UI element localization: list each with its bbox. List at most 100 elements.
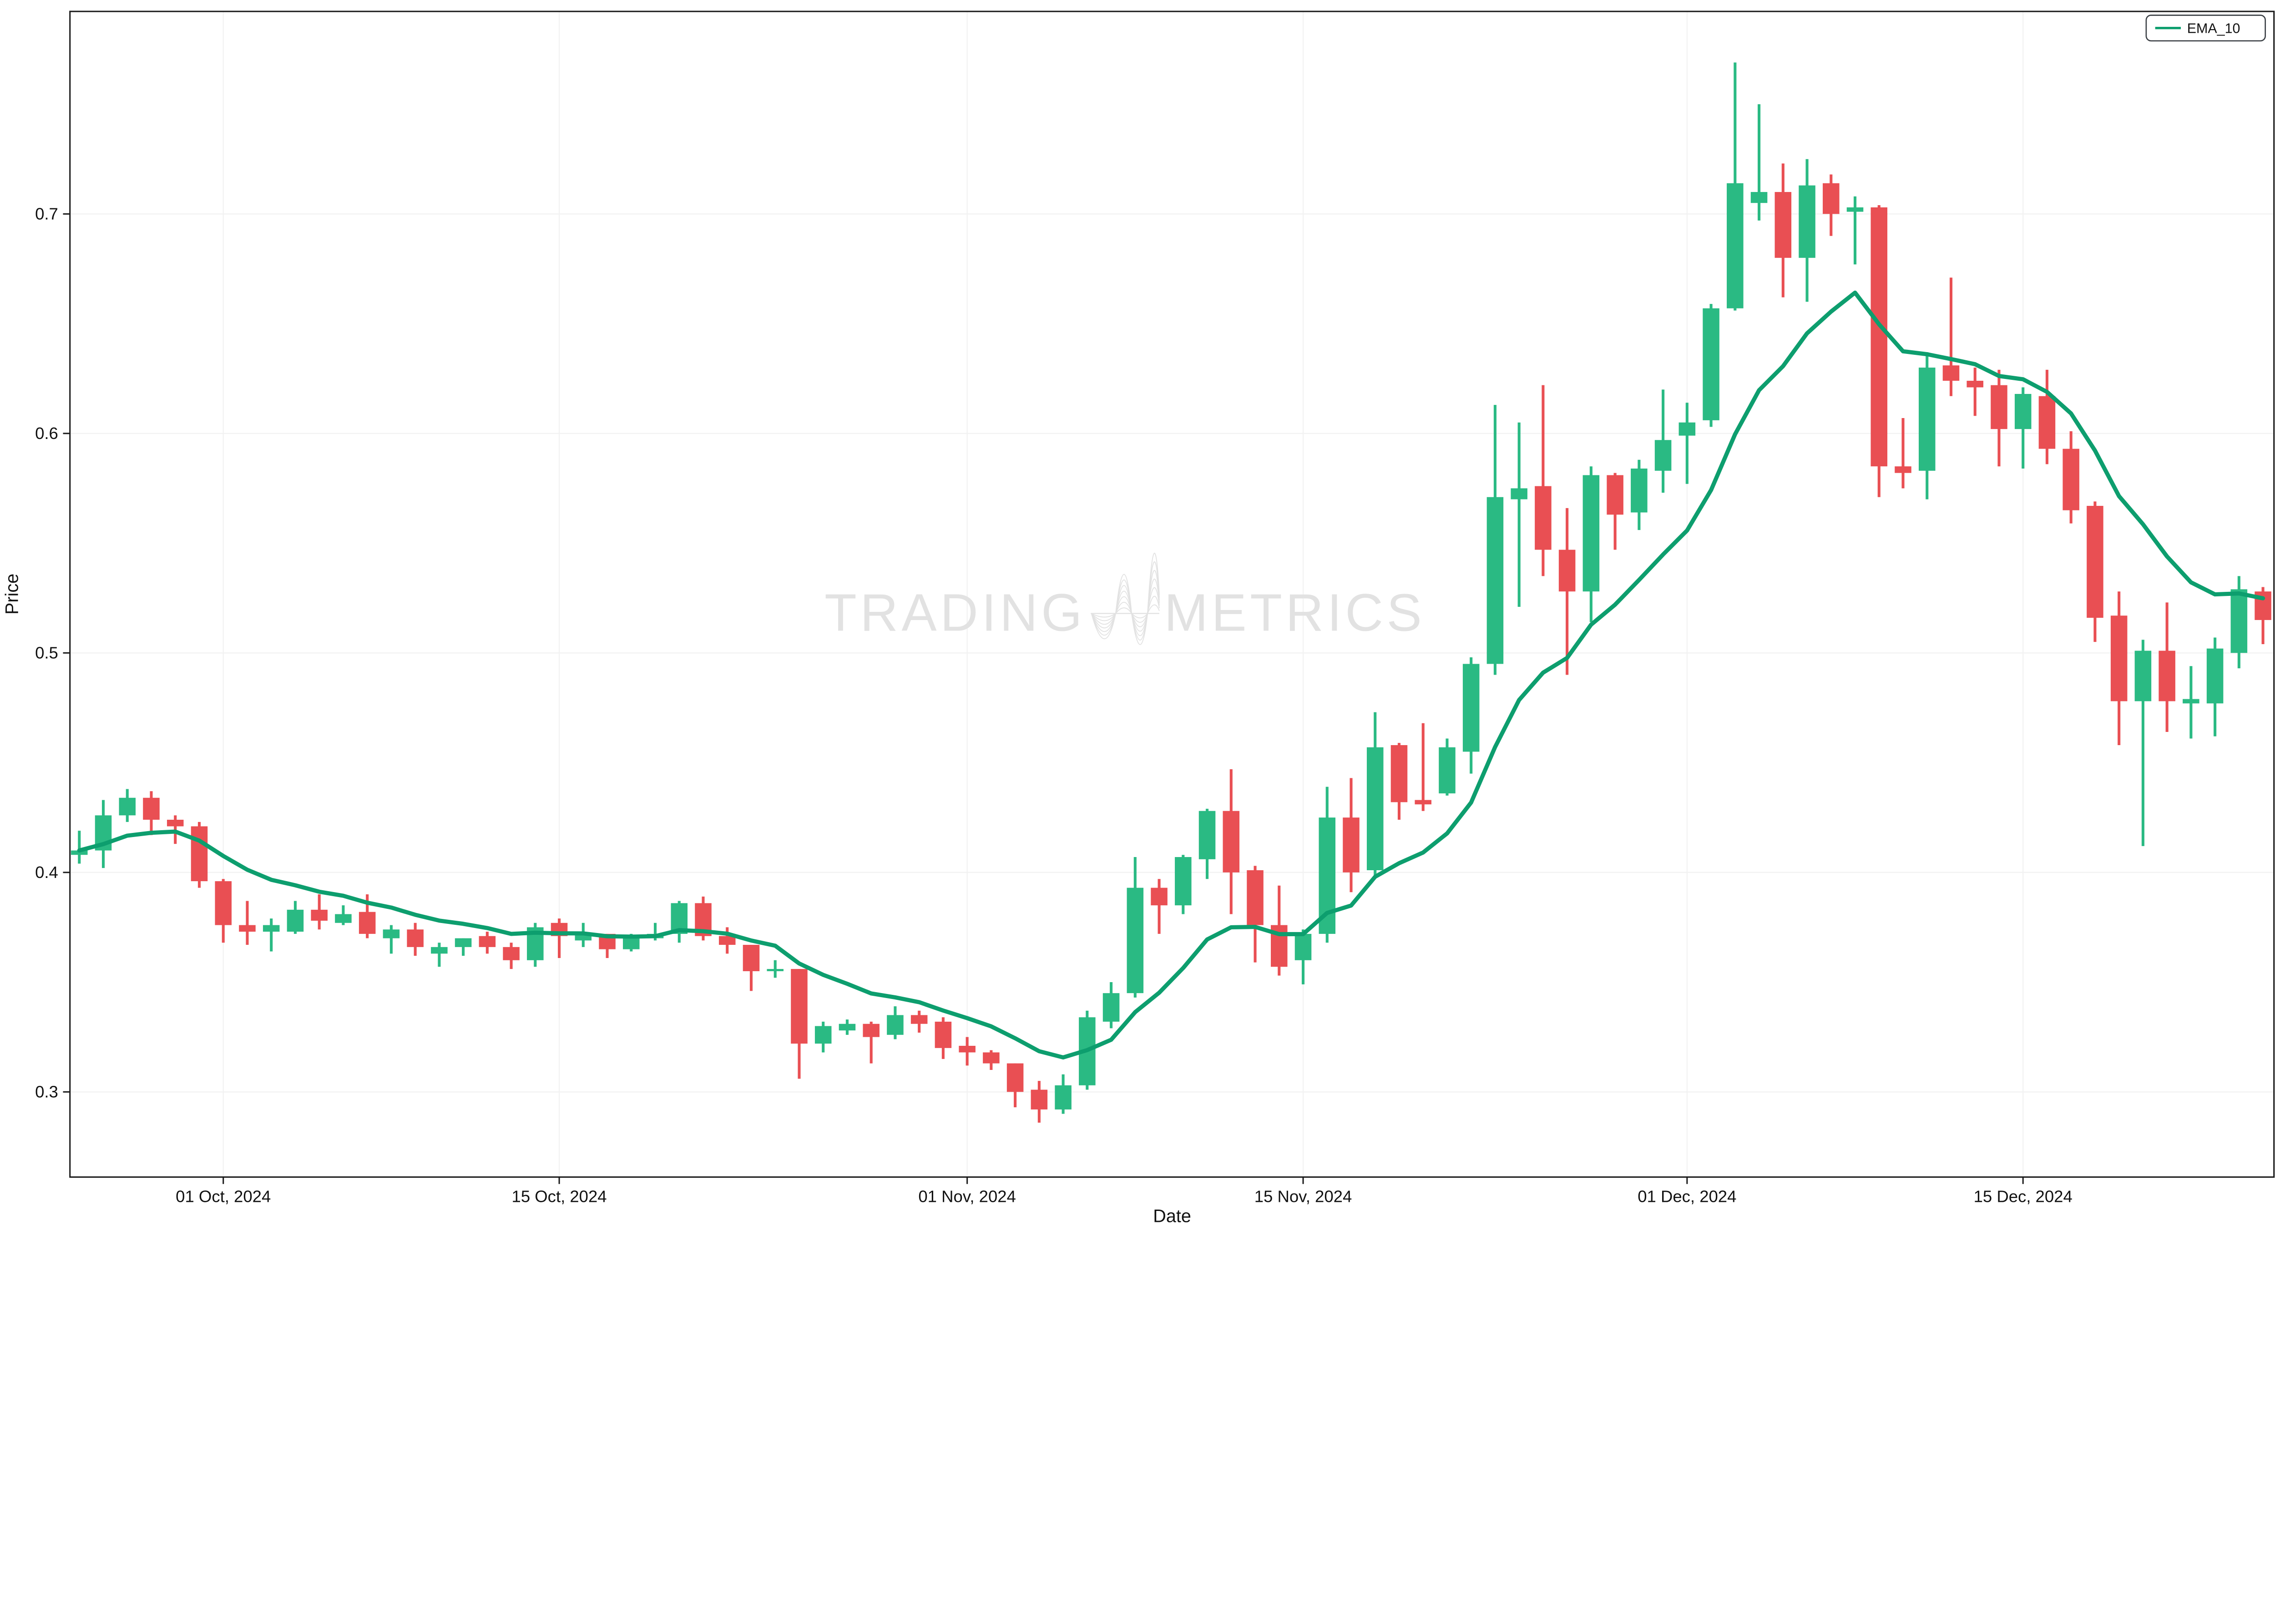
candle-body (1366, 747, 1384, 870)
candle-2024-11-12 (1223, 769, 1240, 914)
candle-body (1198, 811, 1216, 859)
candle-body (1967, 381, 1983, 388)
watermark-waveform-icon (1091, 553, 1160, 645)
candle-2024-12-14 (1991, 369, 2007, 467)
candle-body (1535, 486, 1552, 550)
candle-body (623, 938, 640, 949)
candle-body (1846, 207, 1864, 212)
candle-2024-10-20 (671, 901, 688, 943)
ema-line-series (77, 290, 2265, 1060)
candle-body (335, 914, 352, 923)
axis-titles: Date Price (2, 574, 1191, 1226)
candle-body (1151, 888, 1168, 906)
candle-body (1175, 857, 1192, 906)
candle-body (2110, 615, 2128, 701)
candle-2024-12-06 (1799, 159, 1815, 302)
candle-2024-09-25 (71, 831, 88, 864)
candle-body (1511, 488, 1527, 499)
chart-svg: TRADING METRICS 0.3 0.4 0.5 0.6 0.7 01 Oct, 2… (2, 10, 2275, 1226)
y-axis-title: Price (2, 574, 22, 615)
candle-2024-11-28 (1607, 473, 1623, 550)
candle-2024-09-28 (143, 791, 160, 835)
candle-body (767, 969, 784, 971)
candle-body (1127, 888, 1144, 994)
x-tick-label: 01 Dec, 2024 (1638, 1187, 1736, 1205)
candle-body (983, 1052, 1000, 1064)
candle-2024-10-23 (743, 945, 760, 991)
candle-body (1871, 207, 1888, 467)
candle-body (407, 929, 424, 947)
candle-2024-10-03 (263, 918, 280, 952)
waveform-curve (1091, 553, 1160, 645)
candle-body (1703, 308, 1719, 420)
candle-body (814, 1026, 832, 1044)
candle-2024-12-18 (2087, 501, 2103, 642)
candle-body (479, 936, 496, 947)
candle-body (311, 909, 328, 921)
candle-body (1918, 368, 1936, 471)
candle-2024-12-13 (1967, 368, 1983, 416)
watermark: TRADING METRICS (824, 553, 1426, 645)
candle-body (71, 850, 88, 855)
candle-body (167, 820, 184, 827)
candle-2024-09-26 (95, 800, 112, 868)
candle-2024-11-05 (1055, 1074, 1072, 1114)
candle-body (191, 826, 208, 882)
x-axis-title: Date (1153, 1206, 1191, 1226)
candle-body (743, 945, 760, 971)
candle-2024-11-19 (1390, 743, 1408, 820)
legend-label: EMA_10 (2187, 20, 2240, 36)
candle-2024-11-29 (1631, 459, 1648, 530)
candle-2024-12-01 (1678, 403, 1696, 484)
candle-body (2206, 648, 2224, 704)
x-tick-label: 15 Dec, 2024 (1974, 1187, 2073, 1205)
candle-2024-10-27 (839, 1019, 856, 1035)
x-tick-label: 01 Oct, 2024 (176, 1187, 271, 1205)
candle-body (143, 797, 160, 820)
candle-2024-11-07 (1102, 982, 1120, 1029)
candle-2024-10-04 (287, 901, 304, 934)
candle-body (2134, 651, 2152, 701)
candle-2024-12-12 (1942, 277, 1960, 396)
candle-2024-11-03 (1006, 1063, 1024, 1108)
candle-body (1462, 664, 1480, 752)
candle-body (959, 1045, 976, 1053)
candle-2024-10-06 (335, 905, 352, 925)
candle-body (910, 1015, 928, 1024)
candle-body (1390, 745, 1408, 802)
candle-body (1942, 365, 1960, 381)
candle-2024-11-25 (1535, 385, 1552, 576)
candle-body (1727, 183, 1744, 308)
candlestick-chart-figure: TRADING METRICS 0.3 0.4 0.5 0.6 0.7 01 Oct, 2… (2, 10, 2275, 1226)
candle-2024-11-10 (1175, 855, 1192, 914)
y-tick-label: 0.7 (35, 204, 58, 223)
candle-2024-11-23 (1486, 405, 1504, 675)
watermark-text-metrics: METRICS (1164, 583, 1426, 642)
x-tick-label: 15 Oct, 2024 (512, 1187, 607, 1205)
legend[interactable]: EMA_10 (2145, 15, 2266, 42)
candle-body (2014, 393, 2032, 429)
candle-2024-10-14 (527, 923, 544, 967)
candle-body (718, 936, 736, 945)
candle-2024-12-07 (1823, 174, 1840, 236)
candle-body (2183, 699, 2199, 704)
candle-2024-12-20 (2134, 640, 2152, 846)
candle-body (1486, 497, 1504, 664)
candle-body (1607, 475, 1623, 515)
y-tick-label: 0.5 (35, 643, 58, 662)
candle-2024-10-12 (479, 932, 496, 954)
candle-2024-11-04 (1031, 1081, 1048, 1123)
x-tick-label: 15 Nov, 2024 (1254, 1187, 1352, 1205)
candle-2024-12-22 (2183, 666, 2199, 739)
candle-2024-10-05 (311, 894, 328, 930)
candle-2024-11-20 (1415, 723, 1431, 811)
candle-2024-10-28 (863, 1021, 880, 1064)
candle-2024-11-17 (1343, 778, 1360, 893)
y-tick-label: 0.6 (35, 424, 58, 443)
candle-body (1895, 466, 1911, 473)
candle-2024-10-31 (935, 1017, 952, 1059)
candle-2024-11-09 (1151, 879, 1168, 934)
candle-body (1750, 192, 1768, 203)
candle-body (1031, 1089, 1048, 1110)
candle-2024-10-08 (383, 925, 400, 954)
